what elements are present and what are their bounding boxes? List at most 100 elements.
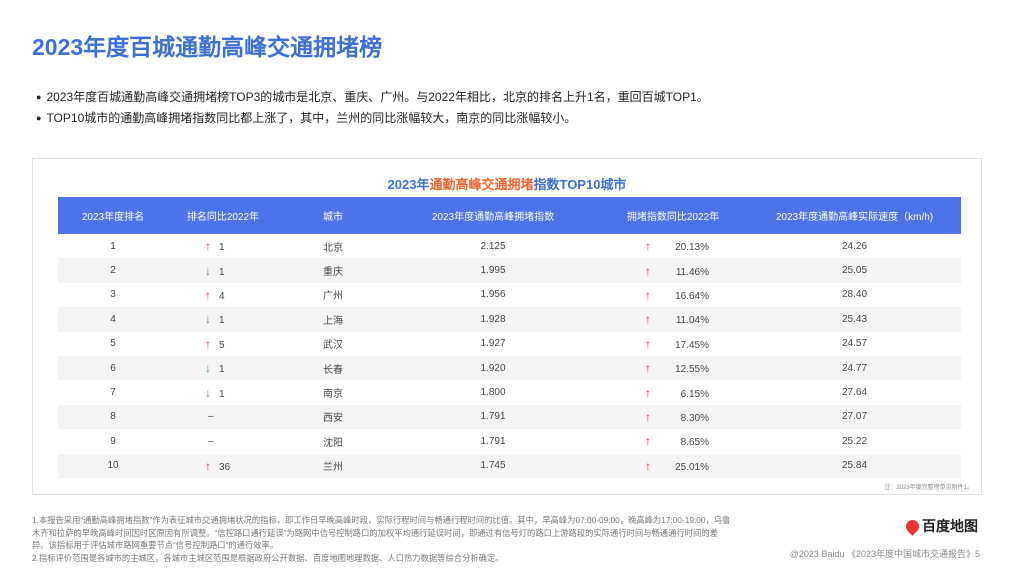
- table-title: 2023年通勤高峰交通拥堵指数TOP10城市: [33, 174, 981, 193]
- yoy-value: 8.65%: [680, 437, 709, 449]
- table-note: 注：2023年度完整榜单见附件1。: [884, 485, 973, 491]
- rank-cell: 5: [110, 338, 116, 350]
- map-pin-icon: [903, 516, 922, 536]
- arrow-up-icon: ↑: [645, 361, 651, 376]
- city-cell: 兰州: [278, 453, 388, 478]
- yoy-value: 20.13%: [675, 242, 709, 254]
- arrow-up-icon: ↑: [645, 385, 651, 400]
- speed-cell: 24.57: [841, 338, 868, 350]
- arrow-up-icon: ↑: [645, 239, 651, 254]
- column-header: 2023年度排名: [58, 197, 168, 234]
- yoy-value: 11.04%: [675, 315, 709, 327]
- speed-cell: 25.05: [748, 258, 961, 283]
- yoy-value: 6.15%: [680, 388, 709, 400]
- rank-cell: 2: [58, 258, 168, 283]
- arrow-up-icon: ↑: [205, 239, 211, 254]
- arrow-up-icon: ↑: [645, 458, 651, 473]
- arrow-up-icon: ↑: [205, 336, 211, 351]
- summary-bullets: 2023年度百城通勤高峰交通拥堵榜TOP3的城市是北京、重庆、广州。与2022年…: [36, 89, 709, 131]
- bullet-item: 2023年度百城通勤高峰交通拥堵榜TOP3的城市是北京、重庆、广州。与2022年…: [36, 89, 708, 110]
- rank-change-value: –: [208, 435, 214, 447]
- index-cell: 1.927: [480, 338, 506, 350]
- rank-change-cell: ↑ 36: [168, 453, 278, 478]
- column-header: 拥堵指数同比2022年: [598, 197, 748, 234]
- rank-cell: 4: [58, 307, 168, 332]
- arrow-up-icon: ↑: [205, 458, 211, 473]
- yoy-value: 16.64%: [675, 290, 709, 302]
- page-title: 2023年度百城通勤高峰交通拥堵榜: [32, 34, 383, 60]
- yoy-value: 11.46%: [675, 266, 709, 278]
- city-cell: 上海: [278, 307, 388, 332]
- rank-change-value: 1: [219, 266, 225, 278]
- city-cell: 广州: [323, 291, 343, 303]
- city-cell: 西安: [278, 404, 388, 430]
- index-cell: 1.956: [480, 289, 506, 301]
- speed-cell: 25.22: [841, 435, 868, 447]
- rank-cell: 6: [58, 355, 168, 381]
- speed-cell: 25.43: [748, 307, 961, 332]
- column-header: 排名同比2022年: [168, 197, 278, 234]
- yoy-value: 17.45%: [675, 339, 709, 351]
- rank-change-cell: ↑ 1: [168, 234, 278, 258]
- arrow-up-icon: ↑: [205, 287, 211, 302]
- rank-change-value: 1: [219, 388, 225, 400]
- table-row: 2 ↓ 1 重庆 1.995 ↑ 11.46% 25.05: [58, 258, 961, 283]
- footnote: 1.本报告采用“通勤高峰拥堵指数”作为表征城市交通拥堵状况的指标，即工作日早晚高…: [32, 515, 731, 551]
- table-row: 9 – 沈阳 1.791 ↑ 8.65% 25.22: [58, 429, 961, 453]
- yoy-value: 25.01%: [675, 461, 709, 473]
- arrow-down-icon: ↓: [205, 361, 211, 376]
- rank-change-value: 5: [219, 339, 225, 351]
- rank-change-value: 36: [219, 461, 231, 473]
- table-row: 7 ↓ 1 南京 1.800 ↑ 6.15% 27.64: [58, 380, 961, 404]
- table-row: 10 ↑ 36 兰州 1.745 ↑ 25.01% 25.84: [58, 453, 961, 478]
- yoy-cell: ↑ 8.30%: [598, 404, 748, 430]
- table-row: 8 – 西安 1.791 ↑ 8.30% 27.07: [58, 404, 961, 430]
- yoy-value: 8.30%: [680, 412, 709, 424]
- arrow-up-icon: ↑: [645, 263, 651, 278]
- city-cell: 重庆: [278, 258, 388, 283]
- column-header: 城市: [278, 197, 388, 234]
- rank-change-cell: ↑ 5: [168, 332, 278, 356]
- rank-change-cell: ↓ 1: [168, 355, 278, 381]
- index-cell: 1.995: [388, 258, 598, 283]
- rank-change-cell: ↑ 4: [168, 283, 278, 307]
- rank-change-cell: –: [168, 429, 278, 453]
- column-header: 2023年度通勤高峰实际速度（km/h): [748, 197, 961, 234]
- arrow-down-icon: ↓: [205, 312, 211, 327]
- ranking-table: 2023年度排名 排名同比2022年 城市 2023年度通勤高峰拥堵指数 拥堵指数同比2…: [58, 197, 961, 478]
- ranking-panel: 2023年通勤高峰交通拥堵指数TOP10城市 2023年度排名 排名同比2022年…: [32, 158, 982, 495]
- table-row: 3 ↑ 4 广州 1.956 ↑ 16.64% 28.40: [58, 283, 961, 307]
- index-cell: 1.920: [388, 355, 598, 381]
- bullet-item: TOP10城市的通勤高峰拥堵指数同比都上涨了，其中，兰州的同比涨幅较大，南京的同…: [36, 110, 709, 131]
- rank-cell: 3: [110, 289, 116, 301]
- rank-change-cell: ↓ 1: [168, 380, 278, 404]
- table-row: 5 ↑ 5 武汉 1.927 ↑ 17.45% 24.57: [58, 332, 961, 356]
- arrow-up-icon: ↑: [645, 336, 651, 351]
- arrow-up-icon: ↑: [645, 434, 651, 449]
- arrow-up-icon: ↑: [645, 409, 651, 424]
- footnote: 2.指标评价范围是各城市的主城区，各城市主城区范围是根据政府公开数据、百度地图地…: [32, 552, 504, 563]
- index-cell: 1.791: [480, 435, 506, 447]
- rank-change-value: 4: [219, 290, 225, 302]
- speed-cell: 24.77: [748, 355, 961, 381]
- table-row: 1 ↑ 1 北京 2.125 ↑ 20.13% 24.26: [58, 234, 961, 258]
- rank-change-value: –: [208, 411, 214, 423]
- arrow-down-icon: ↓: [205, 385, 211, 400]
- yoy-cell: ↑ 8.65%: [598, 429, 748, 453]
- city-cell: 南京: [323, 389, 343, 401]
- speed-cell: 27.07: [748, 404, 961, 430]
- table-title-part: 指数TOP10城市: [533, 177, 627, 192]
- table-row: 6 ↓ 1 长春 1.920 ↑ 12.55% 24.77: [58, 355, 961, 381]
- rank-cell: 1: [110, 240, 116, 252]
- logo-text: 百度地图: [922, 518, 978, 534]
- index-cell: 1.928: [388, 307, 598, 332]
- yoy-cell: ↑ 25.01%: [598, 453, 748, 478]
- baidu-map-logo: 百度地图: [903, 516, 978, 536]
- arrow-up-icon: ↑: [645, 287, 651, 302]
- footnotes: 1.本报告采用“通勤高峰拥堵指数”作为表征城市交通拥堵状况的指标，即工作日早晚高…: [32, 514, 732, 564]
- table-title-part: 2023年: [387, 177, 430, 192]
- yoy-cell: ↑ 16.64%: [598, 283, 748, 307]
- copyright: @2023 Baidu 《2023年度中国城市交通报告》5: [789, 549, 980, 559]
- yoy-cell: ↑ 12.55%: [598, 355, 748, 381]
- arrow-down-icon: ↓: [205, 263, 211, 278]
